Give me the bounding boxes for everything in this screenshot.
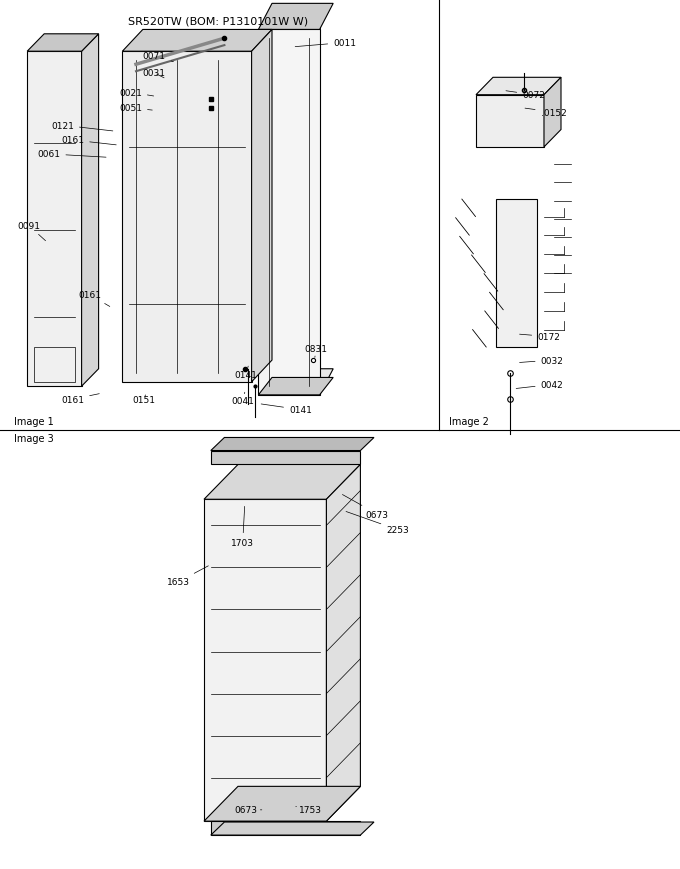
Text: 0041: 0041 (231, 393, 254, 406)
Text: 0042: 0042 (516, 381, 563, 389)
Text: 2253: 2253 (346, 512, 409, 534)
Text: 0141: 0141 (261, 404, 312, 415)
Polygon shape (252, 30, 272, 382)
Text: 1753: 1753 (296, 806, 322, 814)
Polygon shape (476, 78, 561, 96)
Polygon shape (258, 369, 333, 395)
Text: 0091: 0091 (17, 222, 46, 242)
Text: 0051: 0051 (119, 104, 152, 113)
Polygon shape (82, 35, 99, 387)
Bar (476, 96, 544, 148)
Polygon shape (122, 30, 272, 52)
Bar (258, 30, 320, 395)
Text: 0072: 0072 (506, 91, 545, 100)
Bar (34, 348, 75, 382)
Text: 0673: 0673 (235, 806, 262, 814)
Polygon shape (204, 786, 360, 821)
Text: 0161: 0161 (61, 136, 116, 146)
Text: 0032: 0032 (520, 356, 564, 365)
Polygon shape (122, 52, 252, 382)
Bar (204, 500, 326, 821)
Text: Image 2: Image 2 (449, 416, 489, 427)
Bar (211, 821, 360, 835)
Text: 0831: 0831 (305, 345, 328, 358)
Text: 0121: 0121 (51, 122, 113, 132)
Polygon shape (258, 378, 333, 395)
Text: 0021: 0021 (119, 89, 154, 97)
Text: 0161: 0161 (61, 395, 99, 404)
Bar (496, 200, 537, 348)
Text: 0161: 0161 (78, 291, 109, 307)
Bar (27, 52, 82, 387)
Text: 1653: 1653 (167, 567, 208, 587)
Text: 0141: 0141 (235, 367, 258, 380)
Polygon shape (27, 35, 99, 52)
Text: 0151: 0151 (133, 395, 156, 404)
Polygon shape (258, 4, 333, 30)
Text: 0071: 0071 (143, 52, 173, 63)
Text: Image 1: Image 1 (14, 416, 53, 427)
Polygon shape (211, 822, 374, 835)
Text: 0011: 0011 (295, 39, 356, 48)
Text: 0172: 0172 (520, 333, 560, 342)
Polygon shape (326, 465, 360, 821)
Polygon shape (544, 78, 561, 148)
Bar (265, 22, 320, 387)
Text: SR520TW (BOM: P1310101W W): SR520TW (BOM: P1310101W W) (128, 17, 307, 27)
Text: 0061: 0061 (37, 150, 106, 159)
Polygon shape (211, 438, 374, 451)
Text: 0031: 0031 (143, 70, 166, 79)
Text: 0673: 0673 (343, 495, 389, 519)
Bar (211, 451, 360, 465)
Text: 1703: 1703 (231, 507, 254, 547)
Polygon shape (204, 465, 360, 500)
Text: .0152: .0152 (525, 109, 566, 117)
Text: Image 3: Image 3 (14, 434, 53, 444)
